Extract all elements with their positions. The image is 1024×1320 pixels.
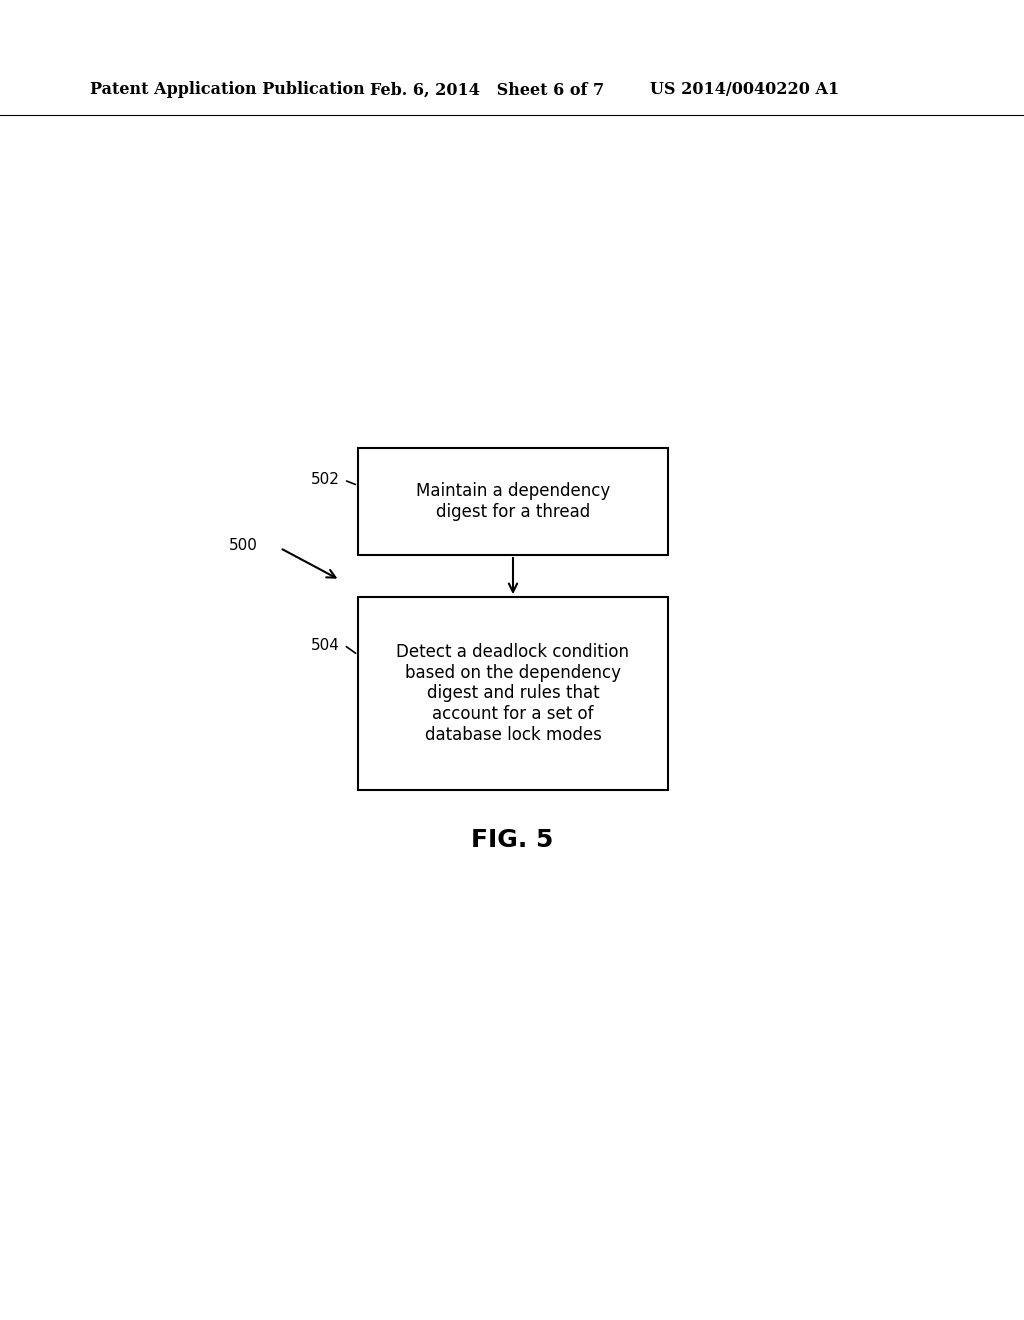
Text: Detect a deadlock condition
based on the dependency
digest and rules that
accoun: Detect a deadlock condition based on the… — [396, 643, 630, 744]
Text: FIG. 5: FIG. 5 — [471, 828, 553, 851]
Text: 500: 500 — [229, 537, 258, 553]
Text: Patent Application Publication: Patent Application Publication — [90, 82, 365, 99]
Text: Maintain a dependency
digest for a thread: Maintain a dependency digest for a threa… — [416, 482, 610, 521]
Text: 502: 502 — [311, 473, 340, 487]
Bar — [358, 447, 668, 554]
Text: US 2014/0040220 A1: US 2014/0040220 A1 — [650, 82, 840, 99]
Text: 504: 504 — [311, 638, 340, 652]
Text: Feb. 6, 2014   Sheet 6 of 7: Feb. 6, 2014 Sheet 6 of 7 — [370, 82, 604, 99]
Bar — [358, 597, 668, 789]
